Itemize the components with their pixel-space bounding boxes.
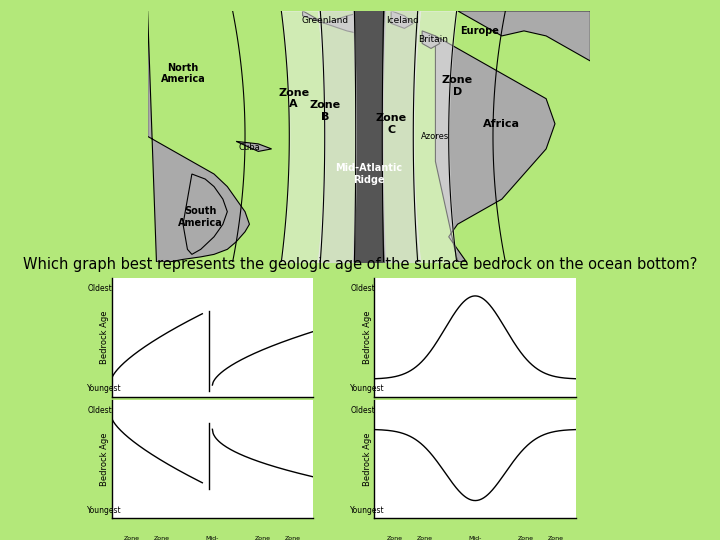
Text: Zone
A: Zone A [387,415,402,426]
Text: Oldest: Oldest [350,284,375,293]
Text: Zone
A: Zone A [124,536,140,540]
Text: ( 3 ): ( 3 ) [465,438,485,449]
Text: Oldest: Oldest [87,406,112,415]
Text: Azores: Azores [421,132,449,141]
Polygon shape [236,141,271,151]
Text: Zone
A: Zone A [124,415,140,426]
Text: Europe: Europe [460,26,499,36]
Text: Zone
B: Zone B [417,415,433,426]
Text: Zone
B: Zone B [154,536,170,540]
Text: Zone
B: Zone B [417,536,433,540]
Text: Zone
D: Zone D [548,415,564,426]
Text: Mid-
Atlantic
Ridge: Mid- Atlantic Ridge [463,536,487,540]
Text: Zone
C: Zone C [518,415,534,426]
Text: Cuba: Cuba [238,143,261,152]
Text: Zone
B: Zone B [154,415,170,426]
Text: Zone
D: Zone D [442,75,473,97]
Text: Iceland: Iceland [386,16,418,25]
Polygon shape [458,11,590,61]
Text: South
America: South America [179,206,223,227]
Y-axis label: Bedrock Age: Bedrock Age [100,432,109,486]
Text: Mid-
Atlantic
Ridge: Mid- Atlantic Ridge [200,415,225,431]
Text: Zone
D: Zone D [285,415,301,426]
Text: Youngest: Youngest [87,384,122,393]
Text: Zone
C: Zone C [376,113,407,134]
Text: Zone
A: Zone A [387,536,402,540]
Text: Zone
A: Zone A [278,88,310,110]
Text: Oldest: Oldest [350,406,375,415]
Polygon shape [302,11,378,36]
Text: Youngest: Youngest [87,506,122,515]
Text: Africa: Africa [483,119,521,129]
Text: Mid-
Atlantic
Ridge: Mid- Atlantic Ridge [200,536,225,540]
Text: ( 1 ): ( 1 ) [202,438,222,449]
Text: Zone
D: Zone D [548,536,564,540]
Text: Britain: Britain [418,35,449,44]
Polygon shape [183,174,228,254]
Y-axis label: Bedrock Age: Bedrock Age [363,310,372,365]
Polygon shape [391,11,413,29]
Polygon shape [422,31,440,49]
Text: Oldest: Oldest [87,284,112,293]
Text: Youngest: Youngest [350,384,384,393]
Text: Zone
C: Zone C [255,415,271,426]
Text: Mid-Atlantic
Ridge: Mid-Atlantic Ridge [336,163,402,185]
Polygon shape [436,36,555,262]
Text: Greenland: Greenland [301,16,348,25]
Y-axis label: Bedrock Age: Bedrock Age [363,432,372,486]
Text: Zone
C: Zone C [518,536,534,540]
Text: Zone
B: Zone B [309,100,341,122]
Polygon shape [148,11,249,262]
Text: Zone
D: Zone D [285,536,301,540]
Text: Mid-
Atlantic
Ridge: Mid- Atlantic Ridge [463,415,487,431]
Text: Which graph best represents the geologic age of the surface bedrock on the ocean: Which graph best represents the geologic… [23,256,697,272]
Text: Zone
C: Zone C [255,536,271,540]
Y-axis label: Bedrock Age: Bedrock Age [100,310,109,365]
Text: Youngest: Youngest [350,506,384,515]
Text: North
America: North America [161,63,205,84]
